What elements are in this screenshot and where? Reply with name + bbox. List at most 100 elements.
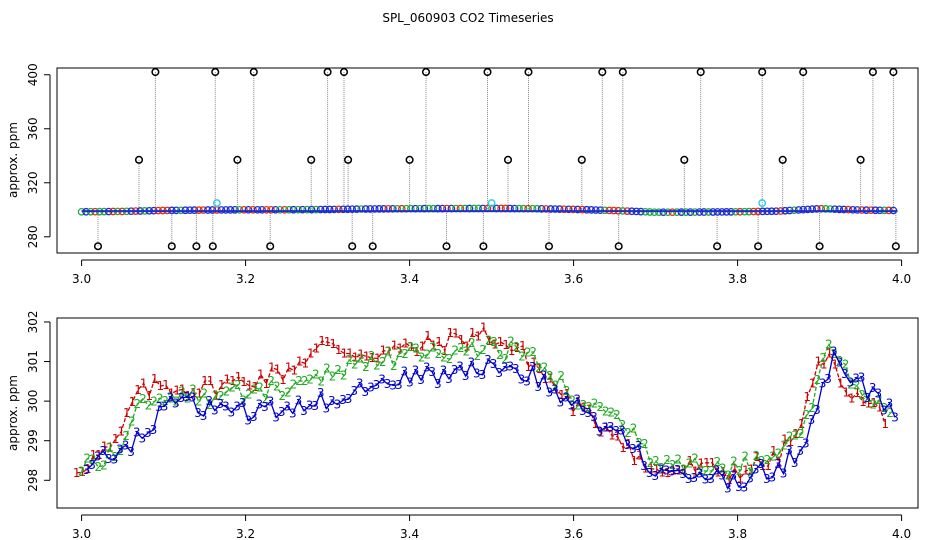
series-1-marker: 1 — [837, 377, 845, 391]
top-highlight-points — [212, 199, 767, 207]
series-2-marker: 2 — [373, 359, 381, 373]
series-2-marker: 2 — [440, 351, 448, 365]
series-1-marker: 1 — [709, 456, 717, 470]
series-3-marker: 3 — [127, 445, 135, 459]
series-3-marker: 3 — [395, 378, 403, 392]
series-2-marker: 2 — [206, 398, 214, 412]
series-1-marker: 1 — [402, 336, 410, 350]
series-1-marker: 1 — [463, 339, 471, 353]
series-3-marker: 3 — [417, 373, 425, 387]
series-1-marker: 1 — [865, 397, 873, 411]
series-1-marker: 1 — [530, 356, 538, 370]
series-3-marker: 3 — [133, 425, 141, 439]
spike-point — [856, 155, 865, 164]
series-3-marker: 3 — [428, 365, 436, 379]
series-3-marker: 3 — [272, 410, 280, 424]
series-2-marker: 2 — [423, 347, 431, 361]
series-2-marker: 2 — [557, 369, 565, 383]
series-3-marker: 3 — [217, 397, 225, 411]
series-3-marker: 3 — [116, 442, 124, 456]
series-2-marker: 2 — [295, 374, 303, 388]
spike-point — [799, 68, 808, 77]
series-3-marker: 3 — [757, 457, 765, 471]
series-2-marker: 2 — [886, 406, 894, 420]
series-1-marker: 1 — [140, 376, 148, 390]
series-3-marker: 3 — [250, 410, 258, 424]
baseline-point — [262, 205, 271, 214]
series-3-marker: 3 — [367, 380, 375, 394]
series-3-marker: 3 — [506, 360, 514, 374]
series-1-marker: 1 — [536, 362, 544, 376]
series-3-marker: 3 — [808, 413, 816, 427]
series-3-marker: 3 — [445, 372, 453, 386]
baseline-point — [321, 205, 329, 214]
series-1-marker: 1 — [647, 462, 655, 476]
series-2-marker: 2 — [752, 449, 760, 463]
series-1-marker: 1 — [831, 358, 839, 372]
series-2-marker: 2 — [803, 408, 811, 422]
spike-point — [815, 242, 824, 251]
series-2-marker: 2 — [95, 460, 103, 474]
series-2-marker: 2 — [736, 464, 744, 478]
series-2-marker: 2 — [686, 456, 694, 470]
series-3-marker: 3 — [384, 377, 392, 391]
series-3-marker: 3 — [663, 463, 671, 477]
series-3-marker: 3 — [345, 392, 353, 406]
series-3-marker: 3 — [730, 468, 738, 482]
series-3-marker: 3 — [467, 356, 475, 370]
series-2-marker: 2 — [290, 377, 298, 391]
series-2-marker: 2 — [780, 438, 788, 452]
series-2-marker: 2 — [808, 401, 816, 415]
series-1-marker: 1 — [391, 339, 399, 353]
series-3-line — [86, 349, 896, 490]
spike-point — [167, 242, 176, 251]
spike-point — [778, 155, 787, 164]
series-1-marker: 1 — [580, 401, 588, 415]
series-2-marker: 2 — [284, 385, 292, 399]
series-1-marker: 1 — [664, 466, 672, 480]
series-3-marker: 3 — [746, 471, 754, 485]
spike-point — [891, 242, 900, 251]
series-1-marker: 1 — [558, 388, 566, 402]
series-3-marker: 3 — [880, 403, 888, 417]
series-3-marker: 3 — [88, 458, 96, 472]
baseline-point — [655, 208, 663, 217]
series-2-marker: 2 — [602, 405, 610, 419]
series-1-marker: 1 — [307, 346, 315, 360]
series-1-marker: 1 — [235, 370, 243, 384]
series-1-marker: 1 — [134, 383, 142, 397]
series-1-marker: 1 — [881, 417, 889, 431]
series-2-marker: 2 — [267, 374, 275, 388]
series-2-marker: 2 — [786, 430, 794, 444]
spike-point — [211, 68, 220, 77]
baseline-point — [352, 205, 361, 213]
series-2-marker: 2 — [100, 458, 108, 472]
top-y-tick-label: 360 — [26, 117, 40, 140]
series-2-marker: 2 — [502, 352, 510, 366]
series-2-marker: 2 — [741, 449, 749, 463]
series-2-marker: 2 — [357, 352, 365, 366]
series-3-marker: 3 — [557, 396, 565, 410]
series-2-marker: 2 — [624, 426, 632, 440]
series-3-marker: 3 — [791, 456, 799, 470]
baseline-point — [664, 208, 672, 217]
series-3-marker: 3 — [796, 444, 804, 458]
bottom-x-tick-label: 3.2 — [236, 527, 255, 540]
series-2-marker: 2 — [83, 452, 91, 466]
series-1-marker: 1 — [419, 339, 427, 353]
baseline-point — [853, 206, 862, 214]
series-3-marker: 3 — [724, 481, 732, 495]
series-1-marker: 1 — [720, 465, 728, 479]
baseline-point — [231, 206, 239, 214]
series-1-marker: 1 — [363, 349, 371, 363]
series-2-marker: 2 — [390, 359, 398, 373]
series-2-marker: 2 — [262, 392, 270, 406]
baseline-point — [289, 205, 298, 214]
spike-point — [524, 68, 533, 77]
series-2-marker: 2 — [396, 346, 404, 360]
series-1-marker: 1 — [876, 400, 884, 414]
series-1-marker: 1 — [870, 396, 878, 410]
series-2-marker: 2 — [273, 380, 281, 394]
series-3-marker: 3 — [640, 459, 648, 473]
